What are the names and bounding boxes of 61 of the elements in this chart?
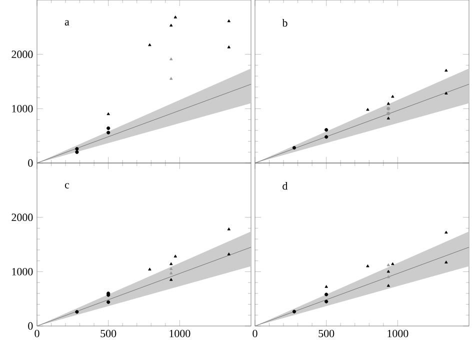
point: [386, 263, 390, 266]
y-tick-label: 2000: [12, 50, 33, 58]
point: [174, 16, 177, 18]
point: [292, 146, 296, 150]
point: [227, 45, 230, 48]
point: [106, 126, 110, 130]
point: [227, 252, 230, 256]
point: [386, 102, 390, 105]
point: [324, 285, 328, 288]
annotation: d: [282, 182, 288, 190]
point: [391, 262, 394, 266]
x-tick-label: 0: [252, 330, 258, 338]
point: [386, 284, 390, 287]
point: [324, 292, 328, 296]
annotation: b: [282, 18, 288, 27]
point: [227, 19, 230, 22]
point: [106, 112, 110, 116]
x-tick-label: 500: [100, 330, 116, 338]
point: [227, 227, 230, 230]
point: [444, 92, 448, 94]
point: [366, 264, 370, 268]
point: [148, 43, 152, 46]
point: [170, 57, 173, 60]
point: [391, 94, 394, 98]
point: [324, 300, 328, 304]
point: [170, 278, 173, 281]
point: [292, 310, 296, 314]
point: [170, 24, 173, 27]
point: [386, 275, 390, 278]
point: [386, 106, 390, 110]
point: [386, 270, 390, 273]
point: [444, 230, 448, 234]
point: [444, 68, 448, 72]
point: [324, 135, 328, 139]
point: [366, 108, 370, 111]
x-tick-label: 1000: [170, 330, 190, 338]
x-tick-label: 1000: [388, 330, 408, 338]
point: [174, 254, 177, 258]
annotation: c: [64, 183, 70, 188]
y-tick-label: 1000: [12, 104, 33, 112]
point: [170, 262, 173, 266]
y-tick-label: 2000: [12, 214, 33, 222]
point: [148, 268, 152, 270]
x-tick-label: 0: [34, 330, 40, 338]
point: [386, 112, 390, 116]
y-tick-label: 1000: [12, 268, 33, 276]
point: [75, 150, 79, 154]
x-tick-label: 500: [318, 330, 334, 338]
point: [75, 310, 79, 314]
point: [170, 267, 173, 270]
point: [444, 260, 448, 264]
point: [386, 116, 390, 120]
point: [75, 147, 79, 151]
annotation: a: [64, 20, 70, 26]
point: [170, 272, 173, 274]
y-tick-label: 0: [28, 159, 33, 167]
point: [106, 130, 110, 134]
point: [106, 300, 110, 304]
y-tick-label: 0: [28, 322, 33, 330]
point: [170, 76, 173, 80]
point: [324, 128, 328, 132]
